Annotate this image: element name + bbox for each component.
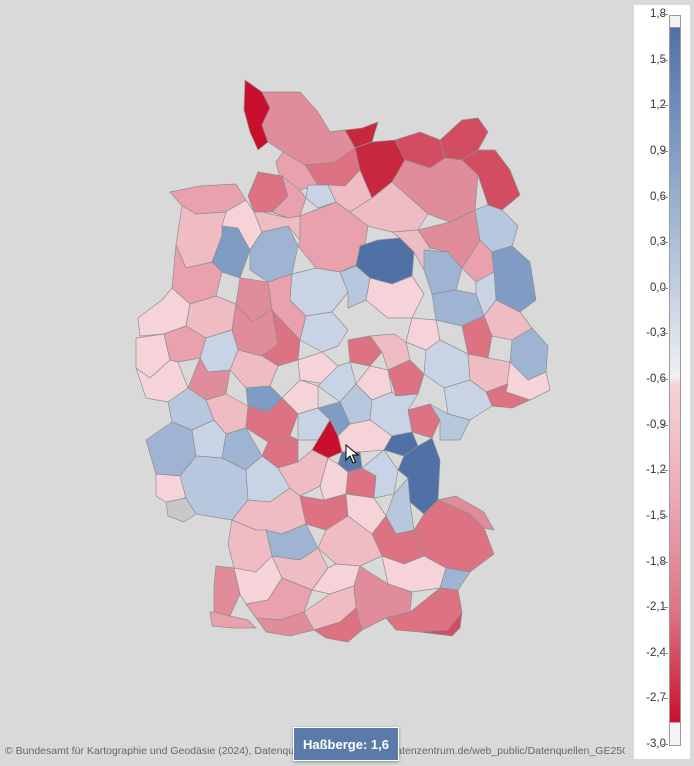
legend-tick-label: -0,6 <box>646 373 666 385</box>
choropleth-map[interactable] <box>0 0 630 766</box>
legend-tick-mark <box>662 196 668 198</box>
legend-tick-mark <box>662 561 668 563</box>
district-north-coast[interactable] <box>243 79 271 151</box>
legend-tick-mark <box>662 105 668 107</box>
district-ludwigslust[interactable] <box>349 181 429 233</box>
legend-tick-label: 0,3 <box>650 236 666 249</box>
legend-tick-label: 1,2 <box>650 99 666 112</box>
district-eichsfeld[interactable] <box>317 361 357 403</box>
district-heidekreis[interactable] <box>297 201 369 273</box>
legend-tick-mark <box>662 607 668 609</box>
legend-tick-label: -2,7 <box>646 692 666 705</box>
legend-tick-label: -2,4 <box>646 646 666 659</box>
district-saarland-nodata[interactable] <box>165 497 197 523</box>
legend-tick-label: -3,0 <box>646 738 666 750</box>
legend-tick-mark <box>662 242 668 244</box>
districts-layer[interactable] <box>135 79 551 643</box>
district-hildesheim[interactable] <box>299 311 349 353</box>
legend-tick-label: -1,5 <box>646 509 666 522</box>
district-sonneberg[interactable] <box>383 431 419 457</box>
arrow-pointer-icon <box>345 443 360 469</box>
legend-tick-mark <box>662 379 668 380</box>
district-nordfriesland[interactable] <box>261 91 356 166</box>
legend-tick-mark <box>662 744 668 745</box>
tooltip-text: Haßberge: 1,6 <box>303 736 389 752</box>
district-berchtesgaden[interactable] <box>419 611 463 637</box>
district-elbe-elster[interactable] <box>461 315 493 359</box>
legend-tick-label: -0,9 <box>646 418 666 431</box>
legend-tick-label: 0,6 <box>650 190 666 203</box>
legend-tick-label: 0,9 <box>650 144 666 157</box>
legend-tick-mark <box>662 14 668 15</box>
legend-tick-label: -1,2 <box>646 464 666 477</box>
district-goslar[interactable] <box>347 335 383 367</box>
legend-tick-mark <box>662 470 668 472</box>
legend-color-bar <box>669 15 681 746</box>
district-zwickau[interactable] <box>429 403 471 441</box>
district-saale[interactable] <box>387 359 425 397</box>
legend-tick-mark <box>662 515 668 517</box>
legend-tick-mark <box>662 698 668 700</box>
legend-tick-label: 1,5 <box>650 53 666 66</box>
legend-tick-label: 1,8 <box>650 8 666 20</box>
district-gifhorn[interactable] <box>365 275 425 319</box>
legend-panel: 1,8 1,5 1,2 0,9 0,6 0,3 0,0 -0,3 -0,6 -0,9 -1,2 -1,… <box>634 5 690 759</box>
legend-tick-label: -2,1 <box>646 601 666 614</box>
legend-tick-label: 0,0 <box>650 281 666 294</box>
district-rhein-kreis[interactable] <box>135 359 189 403</box>
legend-tick-mark <box>662 59 668 61</box>
legend-tick-mark <box>662 287 668 289</box>
district-breisgau[interactable] <box>209 611 257 629</box>
legend-tick-label: -1,8 <box>646 555 666 568</box>
legend-tick-mark <box>662 424 668 426</box>
district-anhalt-bitterfeld[interactable] <box>423 339 471 389</box>
district-passau[interactable] <box>437 495 495 531</box>
district-ilm[interactable] <box>337 419 393 453</box>
legend-tick-label: -0,3 <box>646 327 666 340</box>
district-hamburg[interactable] <box>305 184 337 209</box>
legend-tick-mark <box>662 333 668 335</box>
region-tooltip: Haßberge: 1,6 <box>293 727 399 761</box>
district-rotenburg[interactable] <box>253 211 301 241</box>
legend-tick-mark <box>662 150 668 152</box>
district-waldeck[interactable] <box>245 397 299 443</box>
legend-tick-mark <box>662 652 668 654</box>
